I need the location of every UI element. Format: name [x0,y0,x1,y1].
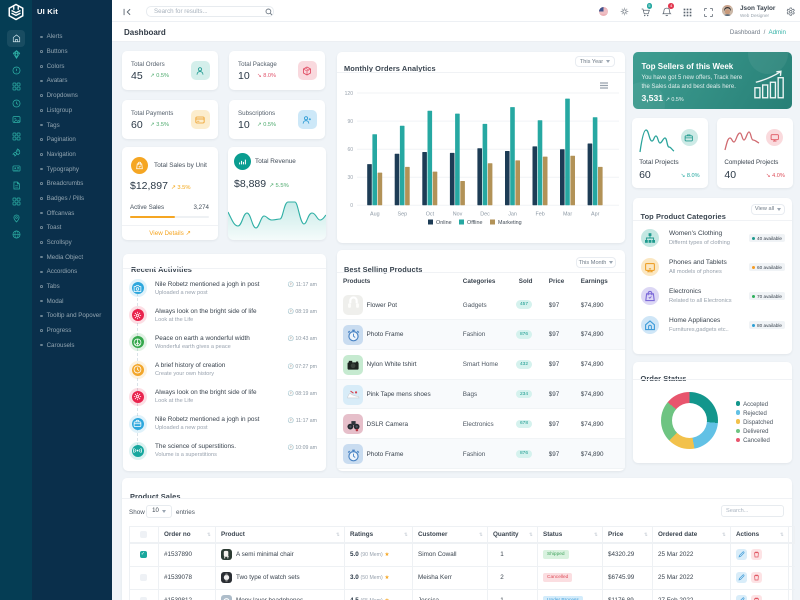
svg-text:0: 0 [350,203,353,209]
svg-text:30: 30 [347,175,353,181]
svg-text:Sep: Sep [398,211,408,217]
svg-text:Online: Online [436,220,452,226]
svg-text:Offline: Offline [467,220,482,226]
svg-text:Marketing: Marketing [498,220,522,226]
svg-text:Jan: Jan [508,211,517,217]
svg-text:Mar: Mar [563,211,572,217]
svg-text:60: 60 [347,147,353,153]
svg-text:Apr: Apr [591,211,600,217]
svg-text:90: 90 [347,118,353,124]
svg-text:Oct: Oct [426,211,435,217]
svg-text:Feb: Feb [535,211,544,217]
svg-text:Dec: Dec [480,211,490,217]
svg-text:120: 120 [345,90,354,96]
svg-text:Aug: Aug [370,211,380,217]
svg-text:Nov: Nov [453,211,463,217]
